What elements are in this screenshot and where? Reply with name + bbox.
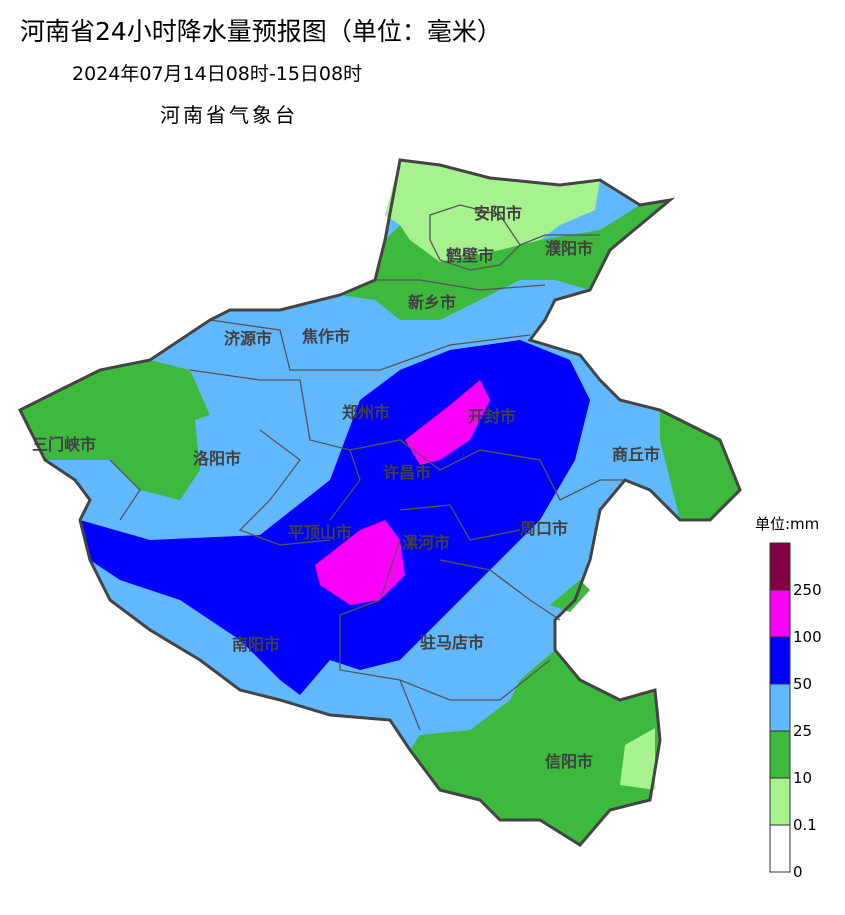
region-0-1-10 — [385, 160, 600, 262]
legend-label: 0 — [793, 863, 803, 881]
region-0-1-10 — [620, 728, 655, 790]
region-10-25 — [410, 650, 660, 845]
city-label: 鹤壁市 — [446, 246, 494, 265]
city-label: 信阳市 — [545, 752, 593, 771]
region-100-250 — [315, 520, 405, 605]
city-label: 南阳市 — [232, 635, 280, 654]
city-label: 平顶山市 — [288, 523, 352, 542]
region-10-25 — [660, 410, 740, 520]
title: 河南省24小时降水量预报图（单位：毫米） — [20, 17, 502, 46]
legend-label: 0.1 — [793, 816, 817, 834]
city-label: 洛阳市 — [193, 449, 241, 468]
city-label: 周口市 — [520, 519, 568, 538]
city-label: 新乡市 — [408, 293, 456, 312]
city-label: 安阳市 — [474, 204, 522, 223]
city-label: 开封市 — [468, 407, 516, 426]
region-10-25 — [20, 360, 210, 500]
legend-swatch — [769, 730, 791, 779]
legend-label: 100 — [793, 628, 822, 646]
legend-swatch — [769, 683, 791, 732]
legend-swatch — [769, 824, 791, 873]
city-label: 商丘市 — [612, 445, 660, 464]
subtitle: 2024年07月14日08时-15日08时 — [72, 63, 362, 85]
legend-swatch — [769, 542, 791, 591]
legend-label: 250 — [793, 581, 822, 599]
city-label: 焦作市 — [301, 327, 350, 346]
agency: 河南省气象台 — [160, 103, 298, 127]
city-label: 郑州市 — [342, 403, 390, 422]
city-label: 漯河市 — [402, 533, 450, 552]
map: 安阳市 鹤壁市 濮阳市 新乡市 济源市 焦作市 郑州市 开封市 三门峡市 洛阳市… — [17, 158, 742, 847]
legend-swatch — [769, 589, 791, 638]
legend-swatch — [769, 777, 791, 826]
region-100-250 — [405, 380, 490, 465]
legend-unit: 单位:mm — [755, 515, 819, 533]
legend-swatch — [769, 636, 791, 685]
legend: 单位:mm 0 0.1 10 25 50 100 250 — [755, 515, 822, 881]
city-label: 许昌市 — [383, 463, 431, 482]
province-outline — [17, 158, 742, 847]
city-label: 濮阳市 — [545, 239, 593, 258]
city-labels: 安阳市 鹤壁市 濮阳市 新乡市 济源市 焦作市 郑州市 开封市 三门峡市 洛阳市… — [32, 204, 660, 771]
city-label: 济源市 — [224, 329, 272, 348]
legend-label: 10 — [793, 769, 812, 787]
city-label: 驻马店市 — [420, 633, 484, 652]
city-label: 三门峡市 — [32, 435, 96, 454]
legend-label: 25 — [793, 722, 812, 740]
city-borders — [109, 204, 625, 731]
legend-label: 50 — [793, 675, 812, 693]
